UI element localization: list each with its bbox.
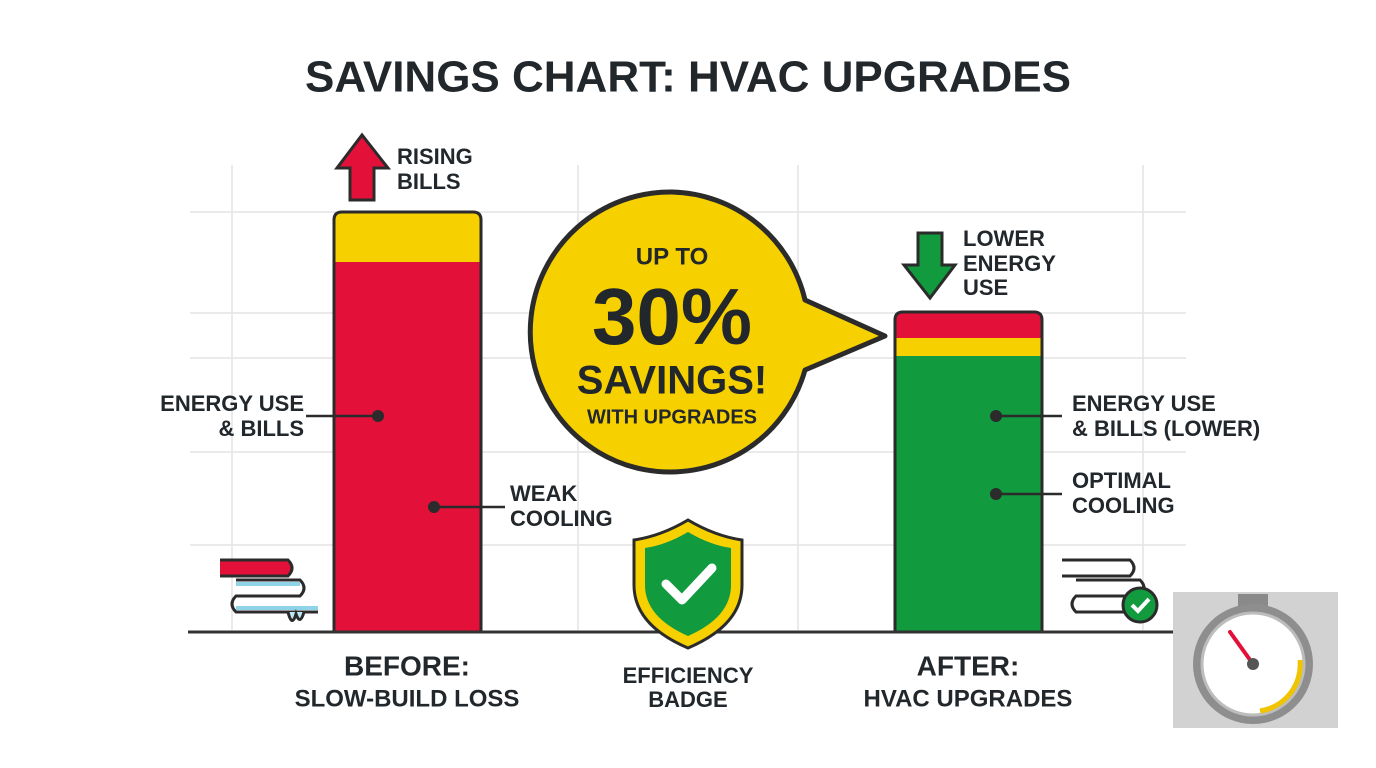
bar-label: & BILLS (LOWER) xyxy=(1072,416,1260,441)
caption: BEFORE: xyxy=(344,650,470,681)
leader-dot xyxy=(990,410,1002,422)
callout-text: SAVINGS! xyxy=(577,359,767,403)
coil-icon xyxy=(220,558,318,622)
arrow-label: BILLS xyxy=(397,169,461,194)
up-arrow xyxy=(333,132,392,202)
before-bar xyxy=(332,210,483,632)
down-arrow xyxy=(900,231,959,301)
caption: EFFICIENCY xyxy=(623,663,754,688)
caption: BADGE xyxy=(648,687,727,712)
coil-icon xyxy=(1062,558,1159,624)
leader-dot xyxy=(990,488,1002,500)
caption: HVAC UPGRADES xyxy=(864,685,1073,712)
callout-text: WITH UPGRADES xyxy=(587,406,757,428)
caption: SLOW-BUILD LOSS xyxy=(295,685,520,712)
stopwatch-icon xyxy=(1173,592,1338,728)
efficiency-badge xyxy=(632,518,744,650)
callout-text: UP TO xyxy=(636,243,708,270)
arrow-label: ENERGY xyxy=(963,251,1056,276)
bar-label: ENERGY USE xyxy=(160,391,304,416)
caption: AFTER: xyxy=(917,650,1020,681)
bar-label: WEAK xyxy=(510,481,577,506)
arrow-label: USE xyxy=(963,275,1008,300)
arrow-label: RISING xyxy=(397,144,473,169)
bar-label: & BILLS xyxy=(218,416,304,441)
bar-label: COOLING xyxy=(510,506,613,531)
arrow-label: LOWER xyxy=(963,226,1045,251)
bar-label: OPTIMAL xyxy=(1072,468,1171,493)
bar-label: COOLING xyxy=(1072,493,1175,518)
title: SAVINGS CHART: HVAC UPGRADES xyxy=(305,53,1071,102)
bar-label: ENERGY USE xyxy=(1072,391,1216,416)
leader-dot xyxy=(428,501,440,513)
leader-dot xyxy=(372,410,384,422)
callout-text: 30% xyxy=(592,272,752,361)
after-bar xyxy=(893,310,1044,632)
callout-bubble xyxy=(527,189,888,475)
